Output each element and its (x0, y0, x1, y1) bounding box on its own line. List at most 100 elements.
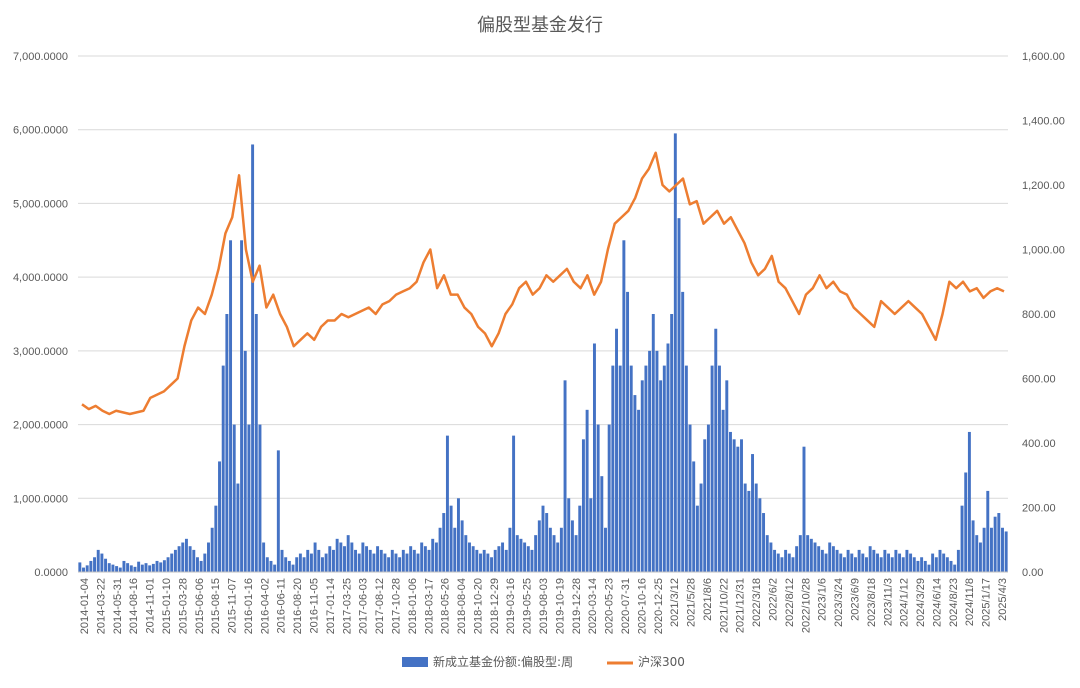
bar (218, 461, 221, 572)
x-tick-label: 2018-01-06 (407, 578, 419, 634)
bar (556, 542, 560, 572)
bar (497, 546, 501, 572)
bar (456, 498, 460, 572)
bar (107, 563, 111, 572)
bar (989, 527, 993, 572)
x-tick-label: 2019-10-19 (554, 578, 566, 634)
bar (736, 446, 740, 572)
bar (861, 553, 865, 572)
bar (615, 328, 618, 572)
bar (313, 542, 317, 572)
y-right-tick-label: 600.00 (1022, 374, 1056, 386)
bar (648, 350, 652, 572)
bar (592, 343, 596, 572)
bar (287, 560, 291, 572)
gridlines (78, 55, 1008, 573)
x-tick-label: 2015-03-28 (177, 578, 189, 634)
bar (890, 557, 894, 572)
x-tick-label: 2023/8/18 (866, 578, 878, 627)
x-tick-label: 2017-10-28 (390, 578, 402, 634)
bar (971, 520, 975, 572)
x-tick-label: 2021/8/6 (702, 578, 714, 621)
x-tick-label: 2021/5/28 (686, 578, 698, 627)
bar (427, 549, 431, 572)
x-tick-label: 2019-08-03 (538, 578, 550, 634)
bar (207, 542, 210, 572)
bar (431, 538, 435, 572)
bar (368, 549, 372, 572)
bar (184, 538, 188, 572)
axes: 0.0000 1,000.0000 2,000.0000 3,000.0000 4,00… (13, 51, 1065, 634)
bar (291, 564, 295, 572)
bar (806, 535, 810, 572)
y-right-tick-label: 800.00 (1022, 309, 1056, 321)
y-right-tick-label: 1,600.00 (1022, 51, 1065, 63)
x-tick-label: 2016-08-20 (292, 578, 304, 634)
bar (666, 343, 670, 572)
bar (677, 218, 681, 573)
bar (1001, 527, 1004, 572)
bar (559, 527, 563, 572)
bar (673, 133, 677, 572)
bar (611, 365, 615, 572)
x-tick-label: 2018-10-20 (472, 578, 484, 634)
bar (659, 380, 663, 572)
bar (953, 564, 957, 572)
bar (148, 565, 152, 572)
line-series-csi300 (81, 151, 1005, 416)
y-left-tick-label: 5,000.0000 (13, 198, 68, 210)
bar (809, 538, 813, 572)
x-tick-label: 2024/3/29 (915, 578, 927, 627)
bar (618, 365, 622, 572)
x-tick-label: 2019-03-16 (505, 578, 517, 634)
x-tick-label: 2020-07-31 (620, 578, 632, 634)
bar (813, 542, 817, 572)
bar (765, 535, 769, 572)
bar (129, 565, 133, 572)
x-tick-label: 2023/11/3 (882, 578, 894, 626)
bar (398, 557, 402, 572)
bar (173, 549, 177, 572)
bar (192, 549, 196, 572)
x-tick-label: 2017-08-12 (374, 578, 386, 634)
y-right-tick-label: 1,200.00 (1022, 180, 1065, 192)
bar (835, 549, 839, 572)
bar (541, 505, 545, 572)
bar (390, 549, 394, 572)
bar (284, 557, 288, 572)
x-tick-label: 2014-08-16 (128, 578, 140, 634)
bar (221, 365, 225, 572)
bar (240, 240, 244, 573)
bar (504, 549, 508, 572)
bar (298, 553, 302, 572)
x-tick-label: 2021/12/31 (735, 578, 747, 633)
bar (960, 505, 964, 572)
bar (181, 542, 185, 572)
x-tick-label: 2016-11-05 (309, 578, 321, 633)
bar (486, 553, 490, 572)
bar (986, 490, 990, 572)
legend: 新成立基金份额:偏股型:周 沪深300 (402, 654, 685, 669)
x-tick-label: 2014-01-04 (79, 578, 91, 634)
chart-title: 偏股型基金发行 (477, 15, 603, 36)
bar (762, 513, 766, 572)
bar (651, 314, 655, 572)
bar (552, 535, 556, 572)
bar (581, 439, 585, 572)
bar (905, 549, 909, 572)
bar (343, 546, 346, 572)
x-tick-label: 2018-12-29 (489, 578, 501, 634)
bar (802, 446, 806, 572)
bar (978, 542, 982, 572)
bar (894, 549, 898, 572)
bar (423, 546, 427, 572)
y-left-tick-label: 6,000.0000 (13, 125, 68, 137)
bar (376, 546, 380, 572)
bar (405, 553, 409, 572)
bar (269, 560, 273, 572)
bar (464, 535, 468, 572)
legend-label-bar: 新成立基金份额:偏股型:周 (433, 654, 573, 669)
bar-series-fund-issuance (78, 133, 1008, 573)
csi300-line (81, 151, 1005, 416)
